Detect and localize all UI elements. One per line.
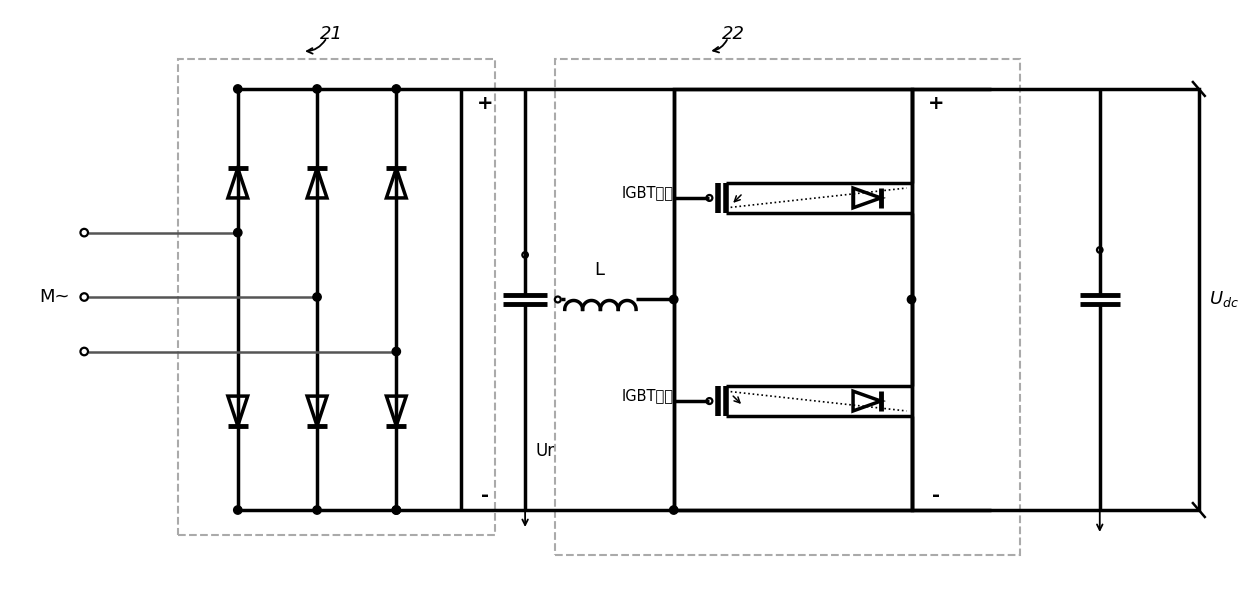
Circle shape bbox=[312, 293, 321, 301]
Circle shape bbox=[908, 296, 915, 304]
Circle shape bbox=[312, 506, 321, 514]
Circle shape bbox=[392, 347, 401, 356]
Bar bbox=[179, 59, 496, 535]
Text: +: + bbox=[477, 94, 494, 113]
Circle shape bbox=[392, 506, 401, 514]
Bar bbox=[554, 59, 1021, 555]
Circle shape bbox=[670, 296, 678, 304]
Text: IGBT下管: IGBT下管 bbox=[621, 389, 673, 404]
Text: M~: M~ bbox=[40, 288, 69, 306]
Bar bbox=[673, 89, 911, 510]
Text: IGBT上管: IGBT上管 bbox=[621, 186, 673, 201]
Circle shape bbox=[233, 85, 242, 93]
Text: 21: 21 bbox=[320, 26, 343, 44]
Circle shape bbox=[312, 85, 321, 93]
Text: Ur: Ur bbox=[534, 442, 554, 460]
Circle shape bbox=[233, 229, 242, 237]
Text: $U_{dc}$: $U_{dc}$ bbox=[1209, 290, 1239, 309]
Circle shape bbox=[392, 85, 401, 93]
Bar bbox=[911, 89, 1199, 510]
Text: L: L bbox=[594, 261, 604, 279]
Text: +: + bbox=[928, 94, 945, 113]
Text: -: - bbox=[481, 486, 490, 504]
Circle shape bbox=[392, 506, 401, 514]
Text: -: - bbox=[932, 486, 940, 504]
Circle shape bbox=[670, 506, 678, 514]
Circle shape bbox=[233, 506, 242, 514]
Text: 22: 22 bbox=[722, 26, 745, 44]
